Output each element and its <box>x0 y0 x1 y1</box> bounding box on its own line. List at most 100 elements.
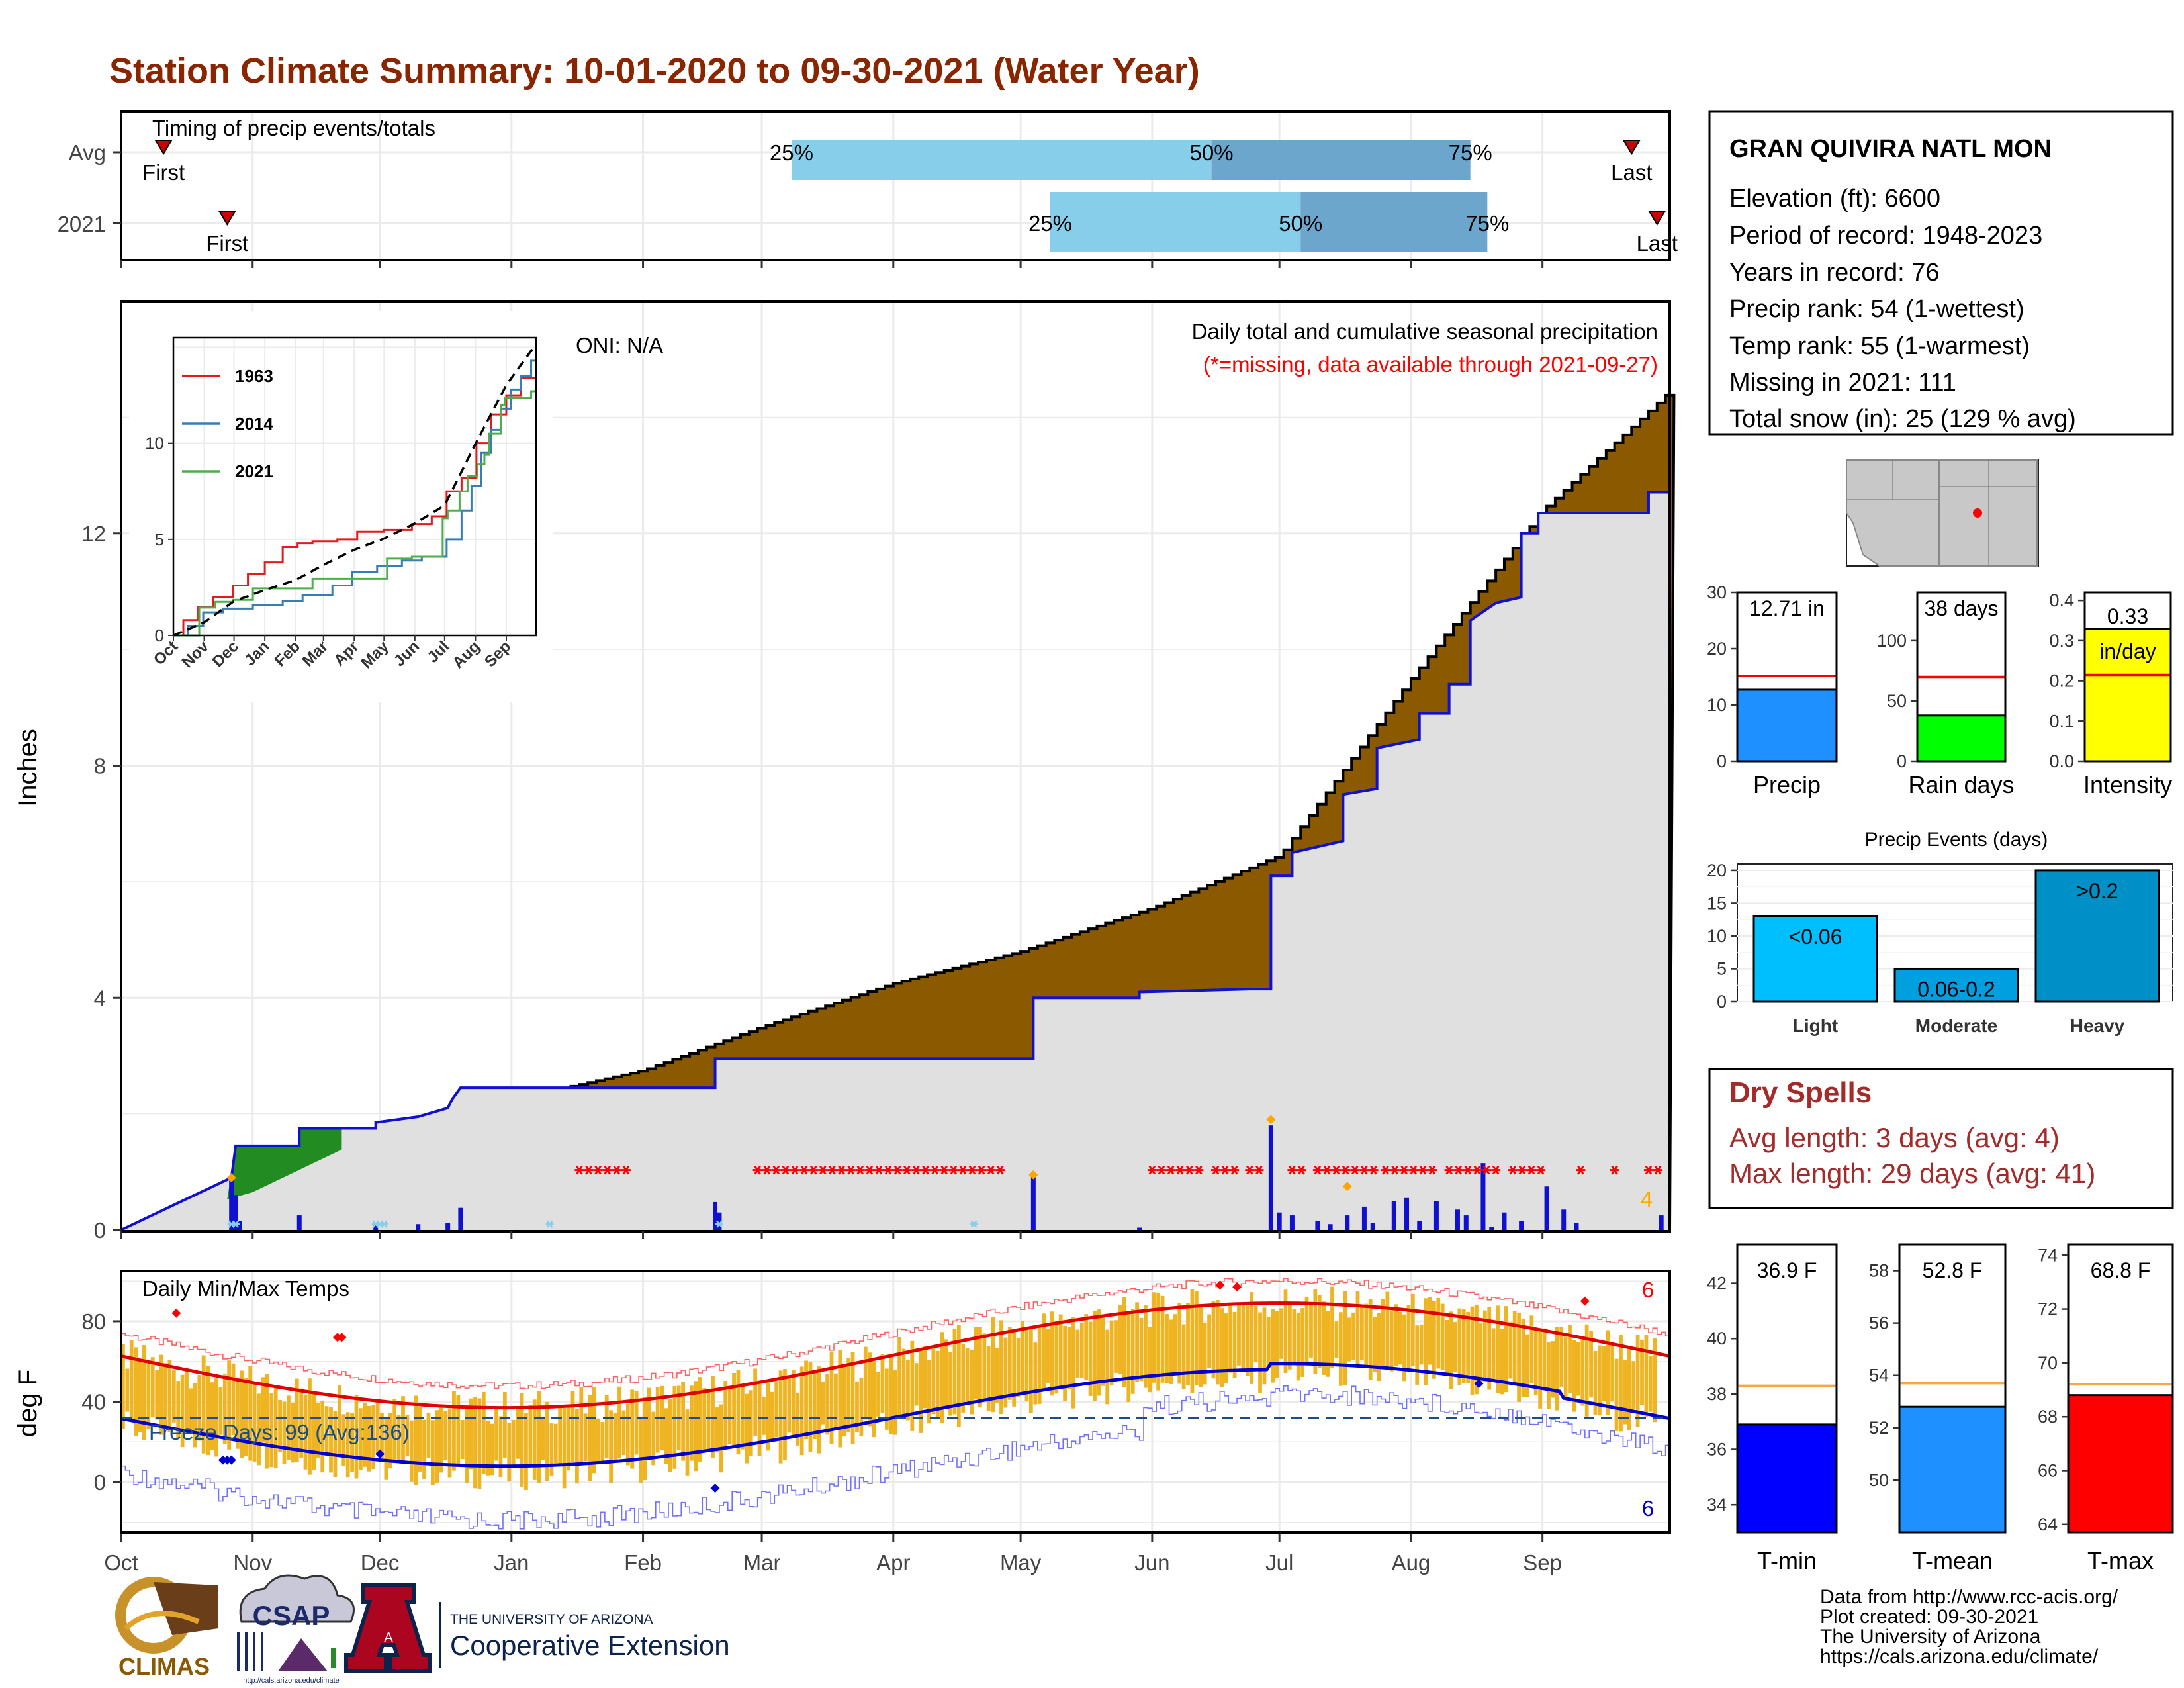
record-low-marker <box>375 1449 385 1459</box>
daily-temp-bar <box>1181 1324 1186 1389</box>
daily-temp-bar <box>545 1401 549 1481</box>
daily-temp-bar <box>965 1348 970 1401</box>
station-frame <box>1708 110 2174 436</box>
daily-temp-bar <box>150 1357 155 1417</box>
summary-axis-label: Intensity <box>2083 771 2172 798</box>
summary-bar-charts: 0 10 20 30 12.71 in Precip 0 50 100 38 days Rain d… <box>1707 583 2172 798</box>
daily-temp-bar <box>986 1346 991 1411</box>
daily-temp-bar <box>1211 1301 1216 1379</box>
missing-data-marker <box>1643 1165 1653 1175</box>
daily-temp-bar <box>1275 1311 1279 1378</box>
daily-temp-bar <box>770 1391 774 1442</box>
record-low-count: 6 <box>1642 1496 1654 1521</box>
events-ytick-label: 20 <box>1707 861 1727 880</box>
daily-temp-bar <box>426 1413 431 1458</box>
temp-panel: 0 40 80 Daily Min/Max Temps Freeze Days: 9… <box>13 1231 1671 1575</box>
missing-data-marker <box>1408 1165 1418 1175</box>
missing-data-marker <box>1341 1165 1351 1175</box>
daily-precip-bar <box>1391 1201 1396 1230</box>
daily-temp-bar <box>1160 1295 1165 1383</box>
missing-data-marker <box>968 1165 978 1175</box>
daily-temp-bar <box>664 1408 668 1464</box>
record-high-count: 6 <box>1642 1278 1654 1302</box>
daily-temp-bar <box>367 1405 371 1472</box>
daily-temp-bar <box>690 1385 694 1461</box>
daily-temp-bar <box>1385 1291 1390 1369</box>
daily-temp-bar <box>685 1409 690 1476</box>
daily-temp-bar <box>1194 1291 1199 1385</box>
daily-precip-bar <box>1268 1125 1273 1230</box>
inset-ytick-label: 5 <box>155 530 164 549</box>
daily-temp-bar <box>829 1351 834 1444</box>
daily-temp-bar <box>1024 1329 1029 1402</box>
daily-temp-bar <box>1512 1311 1517 1384</box>
daily-precip-bar <box>1433 1201 1439 1230</box>
daily-temp-bar <box>1466 1311 1471 1383</box>
summary-chart-frame <box>2067 1243 2174 1534</box>
daily-temp-bar <box>252 1384 257 1462</box>
daily-temp-bar <box>1148 1327 1152 1393</box>
missing-data-marker <box>1350 1165 1360 1175</box>
temp-ylabel: deg F <box>13 1370 42 1437</box>
daily-temp-bar <box>846 1358 851 1432</box>
events-bar <box>2034 869 2160 1003</box>
summary-chart-frame <box>1916 591 2007 763</box>
daily-temp-bar <box>396 1415 401 1461</box>
missing-data-marker <box>780 1165 790 1175</box>
daily-temp-bar <box>1012 1331 1017 1407</box>
daily-temp-bar <box>1635 1335 1640 1427</box>
dry-spells-max: Max length: 29 days (avg: 41) <box>1729 1158 2095 1189</box>
daily-temp-bar <box>1016 1337 1021 1397</box>
summary-value-bar <box>1736 1423 1838 1534</box>
snow-marker <box>545 1220 554 1229</box>
daily-temp-bar <box>1598 1345 1602 1416</box>
daily-temp-bar <box>1428 1297 1432 1365</box>
daily-temp-bar <box>481 1391 486 1474</box>
daily-temp-bar <box>1538 1328 1543 1409</box>
missing-data-marker <box>911 1165 921 1175</box>
daily-precip-bar <box>1137 1227 1142 1230</box>
credit-line: The University of Arizona <box>1820 1626 2041 1648</box>
summary-ytick-label: 10 <box>1707 695 1727 715</box>
daily-temp-bar <box>435 1410 439 1483</box>
inset-avg-line <box>173 343 537 637</box>
summary-axis-label: T-max <box>2087 1547 2154 1574</box>
daily-temp-bar <box>1461 1309 1466 1383</box>
daily-temp-bar <box>1419 1324 1424 1365</box>
daily-temp-bar <box>681 1382 686 1461</box>
daily-temp-bar <box>1644 1335 1649 1417</box>
timing-bar-25-50 <box>791 140 1212 180</box>
daily-temp-bar <box>1525 1334 1529 1398</box>
daily-temp-bar <box>893 1370 897 1435</box>
daily-temp-bar <box>1533 1330 1538 1395</box>
daily-temp-bar <box>180 1374 185 1448</box>
missing-data-marker <box>930 1165 940 1175</box>
daily-temp-bar <box>842 1367 846 1437</box>
daily-temp-bar <box>838 1349 842 1448</box>
daily-temp-bar <box>1169 1319 1173 1384</box>
station-line: Missing in 2021: 111 <box>1729 369 1956 397</box>
daily-temp-bar <box>698 1377 702 1462</box>
missing-data-marker <box>1359 1165 1369 1175</box>
timing-p50-label: 50% <box>1190 140 1234 165</box>
daily-temp-bar <box>1326 1311 1330 1377</box>
missing-data-marker <box>921 1165 931 1175</box>
daily-temp-bar <box>282 1401 287 1464</box>
missing-data-marker <box>1482 1165 1492 1175</box>
daily-temp-bar <box>1177 1303 1182 1384</box>
missing-data-marker <box>1390 1165 1400 1175</box>
temp-ytick-label: 40 <box>81 1390 106 1415</box>
daily-temp-bar <box>884 1368 889 1430</box>
summary-ytick-label: 54 <box>1869 1366 1889 1385</box>
timing-first-label: First <box>142 160 185 185</box>
precip-ytick-label: 8 <box>94 754 106 778</box>
missing-data-marker <box>621 1165 631 1175</box>
missing-data-marker <box>1444 1165 1454 1175</box>
daily-temp-bar <box>1373 1317 1377 1372</box>
missing-data-marker <box>1381 1165 1390 1175</box>
summary-ytick-label: 30 <box>1707 583 1727 602</box>
daily-temp-bar <box>392 1399 397 1462</box>
daily-temp-bar <box>1105 1329 1110 1405</box>
events-bar <box>1752 915 1878 1003</box>
timing-p25-label: 25% <box>1028 211 1072 236</box>
